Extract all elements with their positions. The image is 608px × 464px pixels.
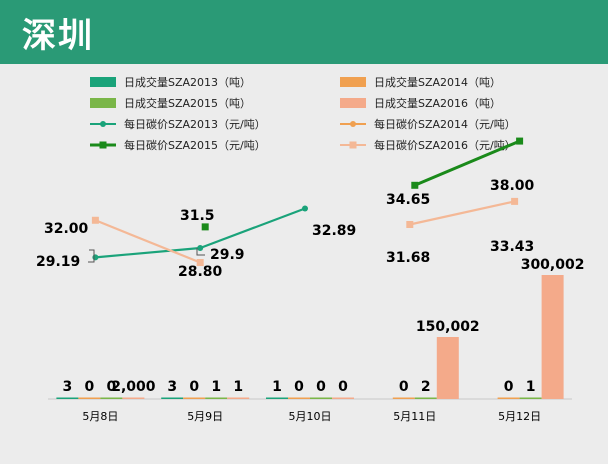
bar-data-label: 0 [294,379,304,395]
bar-data-label: 0 [338,379,348,395]
legend-label: 每日碳价SZA2013（元/吨） [124,117,266,131]
legend-marker [349,141,357,149]
series-line [95,246,201,259]
x-tick-label: 5月12日 [498,410,541,423]
bar [78,397,101,399]
line-data-label: 31.68 [386,250,430,266]
legend-swatch-bar [340,98,366,108]
line-point [196,259,204,267]
series-line [199,207,306,250]
bar [497,397,520,399]
bar [332,397,354,399]
bar [161,397,184,399]
legend-swatch-bar [90,77,116,87]
line-data-label: 38.00 [490,178,535,194]
leader-line [88,249,95,263]
bar-data-label: 0 [189,379,199,395]
bar-data-label: 3 [63,379,73,395]
line-point [406,221,414,229]
line-point [516,137,524,145]
bar-data-label: 0 [316,379,326,395]
bar [100,397,123,399]
bar [227,397,250,399]
bar-data-label: 0 [504,379,514,395]
bar [122,397,145,399]
bar-data-label: 2,000 [111,379,156,395]
bar [436,336,459,399]
bar-data-label: 1 [272,379,282,395]
line-point [91,216,99,224]
leader-line [196,248,205,256]
line-data-label: 29.19 [36,254,80,270]
bar-data-label: 1 [526,379,536,395]
line-data-label: 28.80 [178,264,223,280]
bar [56,397,79,399]
line-point [197,245,204,251]
bar [266,397,288,399]
legend-label: 日成交量SZA2016（吨） [374,96,501,110]
series-line [94,219,201,264]
line-data-label: 32.89 [312,223,356,239]
bar [183,397,206,399]
line-data-label: 33.43 [490,239,534,255]
bar-data-label: 3 [167,379,177,395]
line-point [411,181,419,189]
legend-marker [350,121,356,127]
bar-data-label: 0 [85,379,95,395]
line-point [201,223,209,231]
bar [414,397,437,399]
bar [288,397,310,399]
series-line [414,139,521,187]
page-title: 深圳 [22,16,94,56]
bar [541,275,564,399]
bar [392,397,415,399]
bar-data-label: 150,002 [416,319,480,335]
x-tick-label: 5月8日 [82,410,118,423]
line-data-label: 29.9 [210,247,245,263]
bar [205,397,228,399]
legend-label: 每日碳价SZA2014（元/吨） [374,117,516,131]
legend-marker [100,121,106,127]
legend-swatch-bar [90,98,116,108]
legend-label: 每日碳价SZA2016（元/吨） [374,138,516,152]
x-tick-label: 5月11日 [393,410,436,423]
bar-data-label: 1 [211,379,221,395]
bar-data-label: 0 [107,379,117,395]
legend-label: 每日碳价SZA2015（元/吨） [124,138,266,152]
line-point [511,197,519,205]
legend-marker [99,141,107,149]
x-tick-label: 5月10日 [289,410,332,423]
line-data-label: 31.5 [180,208,215,224]
line-data-label: 34.65 [386,192,430,208]
line-point [302,205,308,212]
series-line [409,200,515,226]
bar-data-label: 0 [399,379,409,395]
line-data-label: 32.00 [44,221,89,237]
bar-data-label: 300,002 [521,257,585,273]
legend-label: 日成交量SZA2013（吨） [124,75,251,89]
header-bar: 深圳 [0,0,608,64]
line-point [92,254,99,261]
legend-swatch-bar [340,77,366,87]
legend-label: 日成交量SZA2014（吨） [374,75,501,89]
x-tick-label: 5月9日 [187,410,223,423]
bar [310,397,332,399]
legend-label: 日成交量SZA2015（吨） [124,96,251,110]
bar [519,397,542,399]
bar-data-label: 2 [421,379,431,395]
bar-data-label: 1 [233,379,243,395]
